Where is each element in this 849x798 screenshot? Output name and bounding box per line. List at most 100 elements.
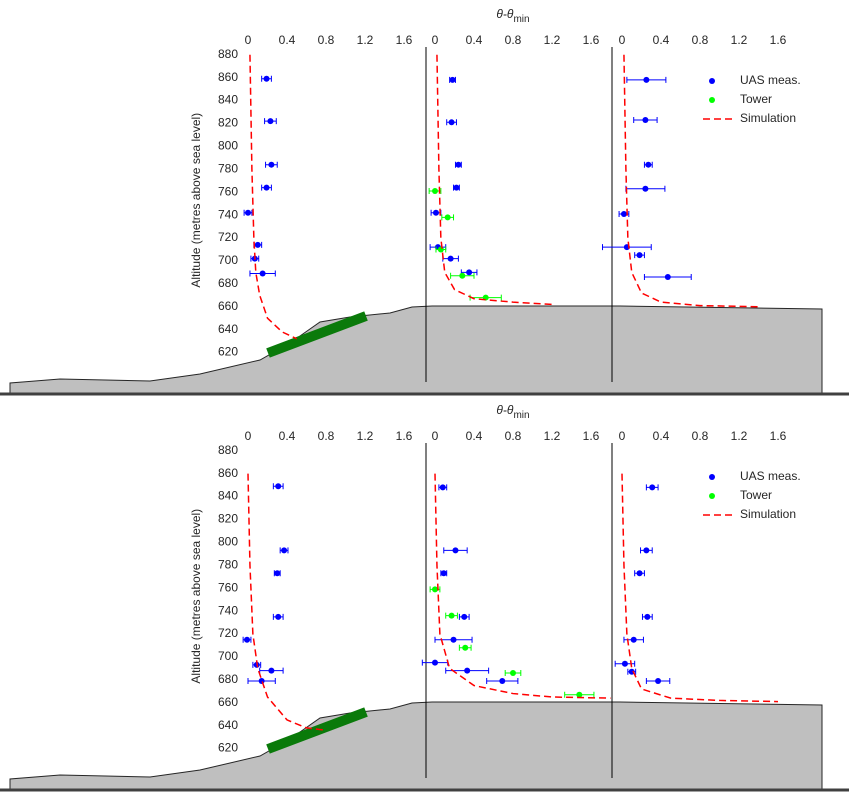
x-axis-title: θ-θmin <box>496 403 529 420</box>
point <box>621 660 628 667</box>
point <box>499 677 506 684</box>
point <box>440 570 447 577</box>
point <box>437 246 444 253</box>
y-tick-label: 840 <box>218 93 238 107</box>
x-tick-label: 1.6 <box>770 33 787 47</box>
y-tick-label: 700 <box>218 649 238 663</box>
x-tick-label: 0.8 <box>505 33 522 47</box>
x-tick-label: 0 <box>245 33 252 47</box>
point <box>452 547 459 554</box>
point <box>461 613 468 620</box>
legend-label: Tower <box>740 92 772 106</box>
y-tick-label: 660 <box>218 299 238 313</box>
simulation-line <box>623 54 759 308</box>
point <box>444 214 451 221</box>
y-tick-label: 700 <box>218 253 238 267</box>
y-tick-label: 720 <box>218 230 238 244</box>
legend-label: Simulation <box>740 111 796 125</box>
point <box>464 667 471 674</box>
x-axis-title: θ-θmin <box>496 7 529 24</box>
point <box>649 484 656 491</box>
simulation-line <box>436 54 553 306</box>
point <box>439 484 446 491</box>
y-axis-title: Altitude (metres above sea level) <box>189 509 203 684</box>
point <box>466 269 473 276</box>
legend-marker <box>709 78 715 84</box>
point <box>636 570 643 577</box>
y-tick-label: 660 <box>218 695 238 709</box>
point <box>453 184 460 191</box>
x-tick-label: 1.2 <box>731 429 748 443</box>
point <box>274 570 281 577</box>
point <box>259 270 266 277</box>
x-axis-title-sub: min <box>513 410 529 421</box>
y-tick-label: 640 <box>218 718 238 732</box>
point <box>636 252 643 259</box>
y-tick-label: 860 <box>218 70 238 84</box>
x-tick-label: 1.6 <box>583 33 600 47</box>
y-tick-label: 720 <box>218 626 238 640</box>
y-tick-label: 800 <box>218 535 238 549</box>
x-tick-label: 0.4 <box>466 429 483 443</box>
legend-marker <box>709 493 715 499</box>
y-tick-label: 840 <box>218 489 238 503</box>
point <box>642 117 649 124</box>
point <box>450 636 457 643</box>
point <box>642 185 649 192</box>
x-axis-title-main: θ-θ <box>496 7 514 21</box>
x-tick-label: 0 <box>432 429 439 443</box>
vegetation <box>266 311 368 358</box>
terrain <box>9 701 823 791</box>
x-tick-label: 0.8 <box>318 429 335 443</box>
legend-label: UAS meas. <box>740 73 801 87</box>
point <box>448 612 455 619</box>
point <box>448 119 455 126</box>
point <box>263 184 270 191</box>
x-tick-label: 1.6 <box>396 429 413 443</box>
legend-marker <box>709 97 715 103</box>
point <box>455 161 462 168</box>
x-tick-label: 1.2 <box>731 33 748 47</box>
point <box>643 76 650 83</box>
point <box>432 209 439 216</box>
legend-label: Simulation <box>740 507 796 521</box>
y-tick-label: 880 <box>218 443 238 457</box>
y-tick-label: 880 <box>218 47 238 61</box>
y-tick-label: 680 <box>218 672 238 686</box>
simulation-line <box>434 473 611 699</box>
x-tick-label: 0 <box>619 429 626 443</box>
point <box>655 677 662 684</box>
point <box>628 668 635 675</box>
x-tick-label: 1.6 <box>770 429 787 443</box>
point <box>268 667 275 674</box>
y-tick-label: 760 <box>218 184 238 198</box>
y-tick-label: 860 <box>218 466 238 480</box>
x-tick-label: 1.2 <box>544 33 561 47</box>
x-axis-title-main: θ-θ <box>496 403 514 417</box>
y-tick-label: 780 <box>218 557 238 571</box>
point <box>459 272 466 279</box>
point <box>254 241 261 248</box>
x-tick-label: 0 <box>432 33 439 47</box>
y-tick-label: 640 <box>218 322 238 336</box>
x-tick-label: 1.2 <box>544 429 561 443</box>
y-tick-label: 680 <box>218 276 238 290</box>
simulation-line <box>247 473 327 731</box>
point <box>263 75 270 82</box>
point <box>267 118 274 125</box>
point <box>449 76 456 83</box>
point <box>245 209 251 216</box>
point <box>432 659 438 666</box>
point <box>432 188 438 195</box>
y-tick-label: 620 <box>218 345 238 359</box>
y-tick-label: 820 <box>218 512 238 526</box>
vegetation <box>266 707 368 754</box>
point <box>576 691 583 698</box>
point <box>462 644 469 651</box>
x-tick-label: 1.2 <box>357 429 374 443</box>
x-tick-label: 0.8 <box>692 429 709 443</box>
point <box>275 483 282 490</box>
x-axis-title-sub: min <box>513 14 529 25</box>
x-tick-label: 1.6 <box>396 33 413 47</box>
